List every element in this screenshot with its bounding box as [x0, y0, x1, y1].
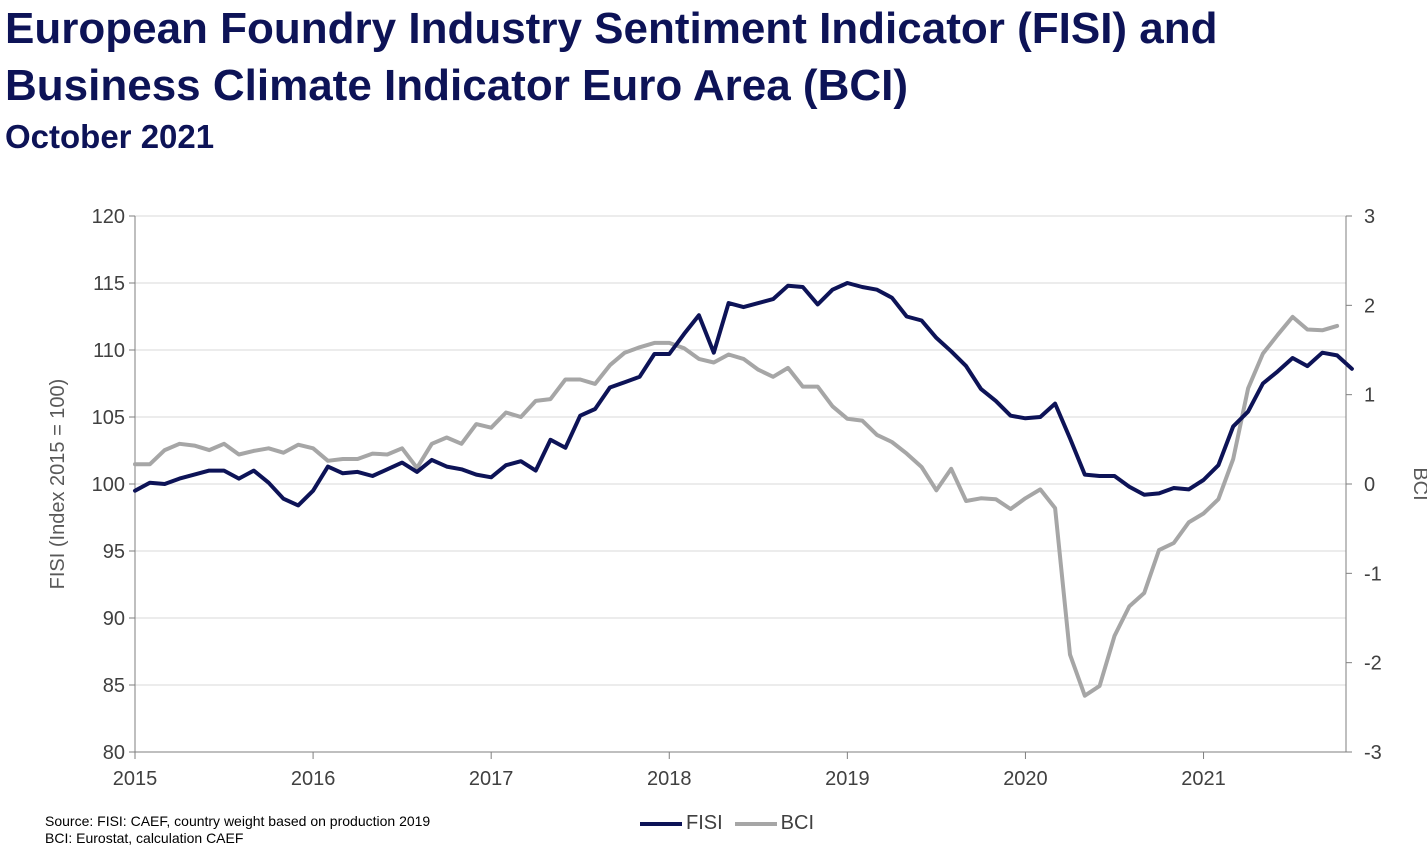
y-tick-label: 95: [103, 541, 125, 563]
chart-subtitle: October 2021: [5, 118, 215, 155]
y2-tick-label: 1: [1364, 385, 1375, 407]
axes: 80 85 90 95 100 105 110 115 120 -3 -2 -1 0 1 2 3 2015 201…: [92, 206, 1382, 790]
legend-item-bci: BCI: [734, 812, 815, 835]
y-tick-label: 100: [92, 474, 125, 496]
x-tick-label: 2016: [291, 768, 336, 790]
y2-axis-title: BCI: [1409, 467, 1427, 500]
y2-tick-label: -1: [1364, 563, 1382, 585]
y-tick-label: 110: [93, 340, 125, 362]
y-tick-label: 105: [92, 407, 125, 429]
y2-tick-label: -2: [1364, 653, 1382, 675]
y2-tick-label: 2: [1364, 295, 1375, 317]
y-tick-label: 80: [103, 742, 125, 764]
y2-tick-label: -3: [1364, 742, 1382, 764]
x-tick-label: 2017: [469, 768, 514, 790]
legend-swatch-bci: [734, 821, 777, 826]
y-tick-label: 85: [103, 675, 125, 697]
y2-tick-label: 0: [1364, 474, 1375, 496]
legend: FISI BCI: [640, 812, 826, 835]
x-tick-label: 2018: [647, 768, 692, 790]
gridlines: [135, 215, 1346, 686]
source-line-1: Source: FISI: CAEF, country weight based…: [45, 813, 431, 829]
series-line-bci: [133, 314, 1340, 698]
legend-label-bci: BCI: [780, 812, 815, 834]
series-lines: [133, 281, 1354, 698]
source-note: Source: FISI: CAEF, country weight based…: [45, 813, 430, 847]
chart-title-line-2: Business Climate Indicator Euro Area (BC…: [5, 61, 909, 110]
legend-swatch-fisi: [640, 821, 682, 826]
x-tick-label: 2021: [1181, 768, 1226, 790]
x-tick-label: 2015: [113, 768, 158, 790]
legend-label-fisi: FISI: [686, 812, 723, 834]
source-line-2: BCI: Eurostat, calculation CAEF: [45, 830, 244, 846]
x-tick-label: 2019: [825, 768, 870, 790]
y-tick-label: 90: [103, 608, 125, 630]
legend-item-fisi: FISI: [640, 812, 723, 835]
y-tick-label: 120: [92, 206, 125, 228]
chart-title-line-1: European Foundry Industry Sentiment Indi…: [5, 4, 1218, 53]
x-tick-label: 2020: [1003, 768, 1048, 790]
title-block: European Foundry Industry Sentiment Indi…: [5, 0, 1218, 160]
series-line-fisi: [133, 281, 1354, 508]
y-axis-title: FISI (Index 2015 = 100): [47, 379, 69, 590]
y-tick-label: 115: [93, 273, 125, 295]
y2-tick-label: 3: [1364, 206, 1375, 228]
